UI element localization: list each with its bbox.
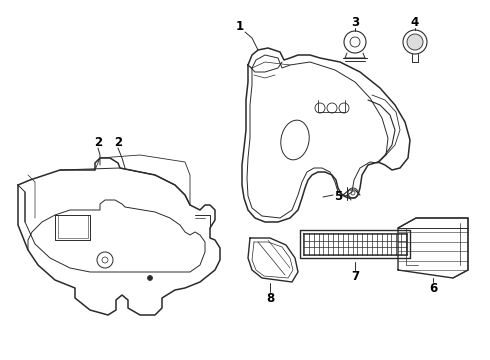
Text: 4: 4 (411, 15, 419, 28)
Text: 7: 7 (351, 270, 359, 284)
Text: 5: 5 (334, 190, 342, 203)
Text: 2: 2 (94, 135, 102, 148)
Text: 8: 8 (266, 292, 274, 306)
Text: 1: 1 (236, 21, 244, 33)
Text: 3: 3 (351, 15, 359, 28)
Circle shape (147, 275, 152, 280)
Text: 2: 2 (114, 136, 122, 149)
Circle shape (407, 34, 423, 50)
Text: 6: 6 (429, 283, 437, 296)
